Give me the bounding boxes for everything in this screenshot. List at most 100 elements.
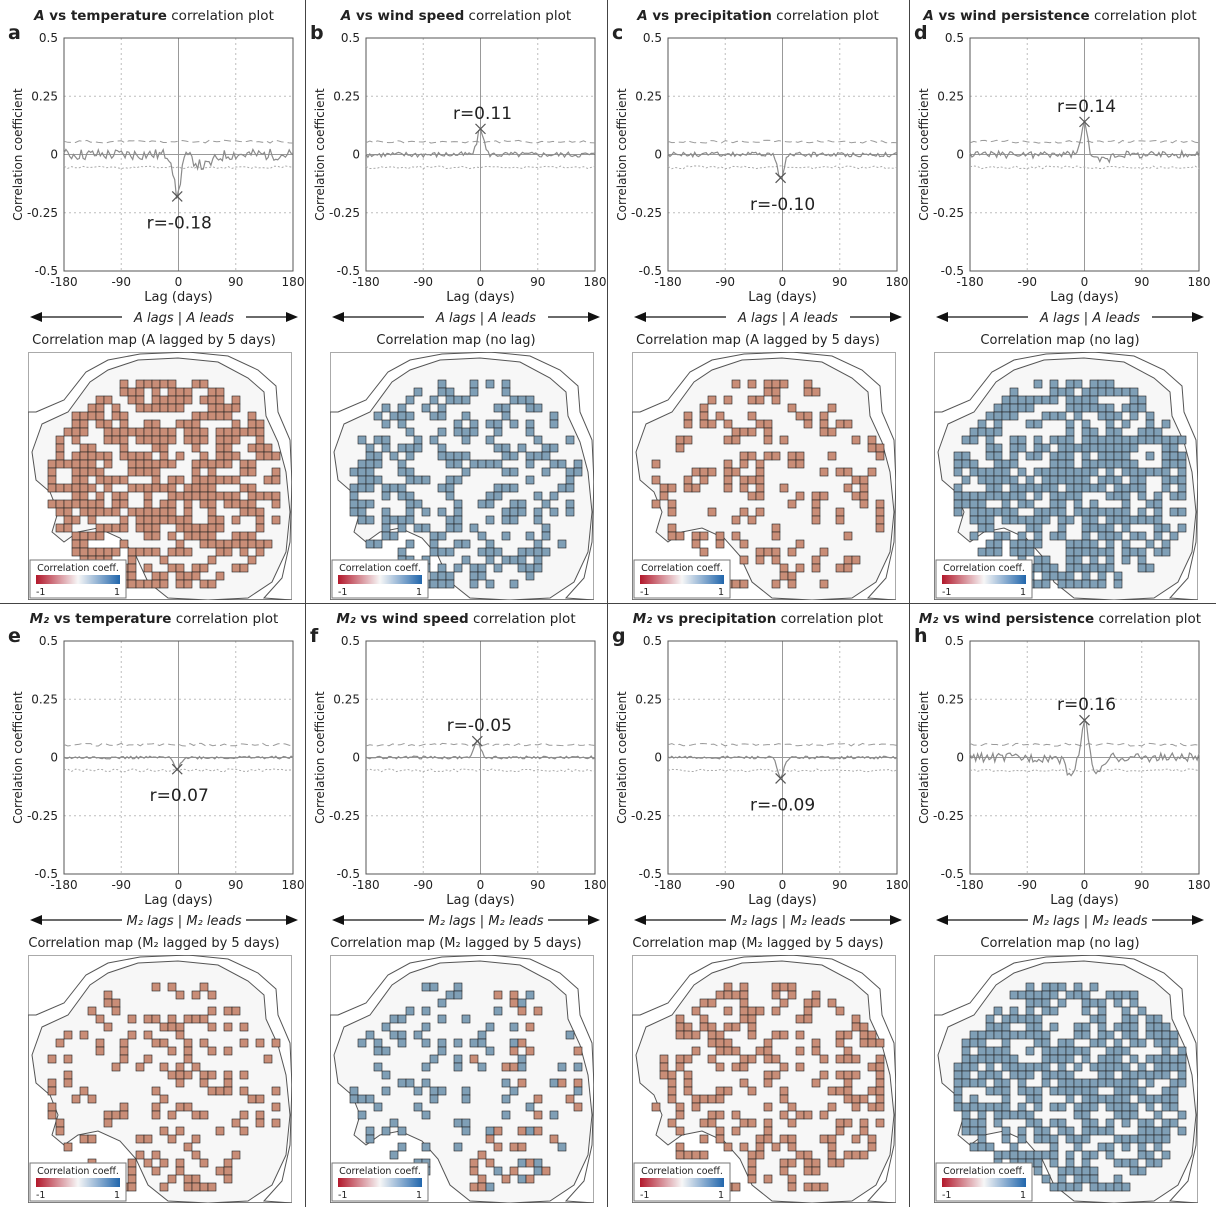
- significant-cell: [715, 1126, 725, 1136]
- significant-cell: [993, 507, 1003, 517]
- significant-cell: [1033, 1022, 1043, 1032]
- significant-cell: [795, 563, 805, 573]
- significant-cell: [1001, 1086, 1011, 1096]
- significant-cell: [1049, 435, 1059, 445]
- significant-cell: [779, 1134, 789, 1144]
- significant-cell: [1041, 1006, 1051, 1016]
- significant-cell: [1153, 523, 1163, 533]
- significant-cell: [1121, 1110, 1131, 1120]
- significant-cell: [247, 499, 257, 509]
- colorbar-max: 1: [718, 1190, 724, 1201]
- significant-cell: [1001, 1094, 1011, 1104]
- significant-cell: [1041, 1054, 1051, 1064]
- significant-cell: [199, 379, 209, 389]
- significant-cell: [509, 998, 519, 1008]
- panel-title: M₂ vs temperature correlation plot: [4, 611, 304, 627]
- significant-cell: [683, 411, 693, 421]
- significant-cell: [199, 451, 209, 461]
- y-tick-label: -0.25: [329, 809, 360, 823]
- significant-cell: [803, 411, 813, 421]
- significant-cell: [541, 523, 551, 533]
- significant-cell: [1137, 555, 1147, 565]
- significant-cell: [1033, 435, 1043, 445]
- significant-cell: [851, 1102, 861, 1112]
- arrow-right-icon: [1192, 312, 1204, 322]
- significant-cell: [1089, 507, 1099, 517]
- significant-cell: [739, 451, 749, 461]
- significant-cell: [1121, 1078, 1131, 1088]
- significant-cell: [421, 1078, 431, 1088]
- significant-cell: [111, 427, 121, 437]
- significant-cell: [1113, 483, 1123, 493]
- x-tick-label: -180: [654, 275, 681, 289]
- significant-cell: [381, 1046, 391, 1056]
- significant-cell: [151, 507, 161, 517]
- significant-cell: [977, 1110, 987, 1120]
- significant-cell: [835, 1070, 845, 1080]
- significant-cell: [1041, 990, 1051, 1000]
- significant-cell: [199, 459, 209, 469]
- correlation-series-line: [63, 147, 293, 199]
- significant-cell: [365, 1134, 375, 1144]
- significant-cell: [961, 1038, 971, 1048]
- significant-cell: [119, 1054, 129, 1064]
- significant-cell: [811, 1078, 821, 1088]
- significant-cell: [699, 1014, 709, 1024]
- significant-cell: [1113, 1078, 1123, 1088]
- significant-cell: [1113, 1102, 1123, 1112]
- significant-cell: [87, 515, 97, 525]
- significant-cell: [485, 379, 495, 389]
- significant-cell: [1129, 459, 1139, 469]
- lag-direction-label: A lags | A leads: [133, 311, 234, 326]
- significant-cell: [1057, 507, 1067, 517]
- significant-cell: [707, 1094, 717, 1104]
- y-tick-label: 0.5: [945, 31, 964, 45]
- significant-cell: [183, 483, 193, 493]
- x-axis-label: Lag (days): [748, 290, 816, 305]
- significant-cell: [151, 579, 161, 589]
- significant-cell: [461, 435, 471, 445]
- significant-cell: [1057, 1078, 1067, 1088]
- significant-cell: [747, 427, 757, 437]
- significant-cell: [779, 982, 789, 992]
- significant-cell: [985, 1054, 995, 1064]
- map-title: Correlation map (M₂ lagged by 5 days): [632, 936, 884, 951]
- significant-cell: [1161, 1150, 1171, 1160]
- significant-cell: [437, 579, 447, 589]
- significant-cell: [485, 491, 495, 501]
- x-tick-label: -180: [50, 275, 77, 289]
- peak-marker: [775, 773, 787, 784]
- significant-cell: [1137, 1070, 1147, 1080]
- significant-cell: [1145, 1054, 1155, 1064]
- significant-cell: [1057, 459, 1067, 469]
- significant-cell: [731, 1046, 741, 1056]
- significant-cell: [755, 555, 765, 565]
- significant-cell: [413, 1086, 423, 1096]
- correlation-map: Correlation coeff.-1 1: [934, 352, 1198, 600]
- significant-cell: [787, 1182, 797, 1192]
- significant-cell: [1073, 555, 1083, 565]
- significant-cell: [271, 491, 281, 501]
- significant-cell: [509, 467, 519, 477]
- significant-cell: [95, 475, 105, 485]
- significant-cell: [787, 1102, 797, 1112]
- peak-marker: [1079, 116, 1090, 128]
- significant-cell: [1153, 427, 1163, 437]
- significant-cell: [159, 1022, 169, 1032]
- significant-cell: [683, 1030, 693, 1040]
- significant-cell: [985, 1014, 995, 1024]
- colorbar-legend: Correlation coeff.-1 1: [29, 1162, 127, 1202]
- significant-cell: [1121, 507, 1131, 517]
- significant-cell: [55, 443, 65, 453]
- significant-cell: [795, 1110, 805, 1120]
- correlation-series-line: [969, 120, 1200, 164]
- significant-cell: [667, 1094, 677, 1104]
- x-tick-label: -90: [413, 878, 433, 892]
- x-tick-label: 90: [832, 878, 847, 892]
- significant-cell: [1041, 411, 1051, 421]
- significant-cell: [199, 579, 209, 589]
- significant-cell: [1097, 1078, 1107, 1088]
- significant-cell: [119, 539, 129, 549]
- significant-cell: [977, 1134, 987, 1144]
- significant-cell: [811, 1182, 821, 1192]
